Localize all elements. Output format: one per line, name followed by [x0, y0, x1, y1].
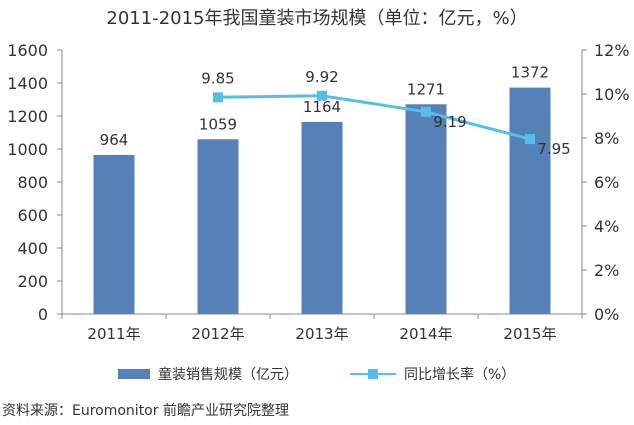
bar-value-label: 1059 [199, 115, 237, 133]
y-right-tick-label: 8% [594, 129, 619, 148]
x-tick-label: 2014年 [399, 325, 452, 343]
y-left-tick-label: 1400 [7, 74, 48, 93]
x-tick-label: 2011年 [87, 325, 140, 343]
growth-line [217, 94, 531, 141]
x-tick-label: 2013年 [295, 325, 348, 343]
line-value-label: 9.19 [433, 113, 466, 131]
line-series: 9.85 9.92 9.19 7.95 [201, 68, 570, 158]
legend-line-label: 同比增长率（%） [404, 367, 516, 383]
x-tick-label: 2015年 [503, 325, 556, 343]
bar-value-label: 1372 [511, 64, 549, 82]
y-left-tick-label: 400 [17, 239, 48, 258]
y-right-tick-label: 10% [594, 85, 630, 104]
y-left-tick-label: 800 [17, 173, 48, 192]
y-right-tick-label: 12% [594, 41, 630, 60]
line-value-label: 9.85 [201, 69, 234, 87]
line-point [213, 92, 223, 103]
y-right-tick-label: 6% [594, 173, 619, 192]
y-right-tick-label: 4% [594, 217, 619, 236]
bar-value-label: 964 [100, 131, 129, 149]
legend-item-line: 同比增长率（%） [350, 364, 515, 384]
y-right-tick-label: 2% [594, 261, 619, 280]
y-right-tick-label: 0% [594, 305, 619, 324]
legend-bar-label: 童装销售规模（亿元） [158, 367, 298, 383]
bar [405, 104, 447, 314]
y-left-tick-label: 1600 [7, 41, 48, 60]
source-note: 资料来源：Euromonitor 前瞻产业研究院整理 [2, 403, 289, 419]
bar [197, 139, 239, 314]
y-left-tick-label: 1000 [7, 140, 48, 159]
bar-value-label: 1271 [407, 80, 445, 98]
bar-value-label: 1164 [303, 98, 341, 116]
legend-item-bar: 童装销售规模（亿元） [118, 364, 298, 384]
bar [301, 121, 343, 314]
bar-series: 964 1059 1164 1271 1372 [93, 64, 551, 315]
legend-line-swatch [350, 369, 396, 379]
chart-title: 2011-2015年我国童装市场规模（单位：亿元，%） [106, 8, 528, 29]
x-tick-label: 2012年 [191, 325, 244, 343]
y-left-tick-label: 200 [17, 272, 48, 291]
legend-bar-swatch [118, 369, 150, 379]
y-left-tick-label: 600 [17, 206, 48, 225]
line-point [525, 134, 535, 145]
line-value-label: 9.92 [305, 68, 338, 86]
line-point [421, 106, 431, 117]
bar [93, 154, 135, 314]
bar [509, 87, 551, 315]
line-value-label: 7.95 [537, 140, 570, 158]
line-point [317, 90, 327, 101]
y-left-tick-label: 1200 [7, 107, 48, 126]
chart-axes: 0 200 400 600 800 1000 1200 1400 1600 0% 2% 4% 6% 8% 1… [7, 41, 629, 343]
y-left-tick-label: 0 [38, 305, 48, 324]
